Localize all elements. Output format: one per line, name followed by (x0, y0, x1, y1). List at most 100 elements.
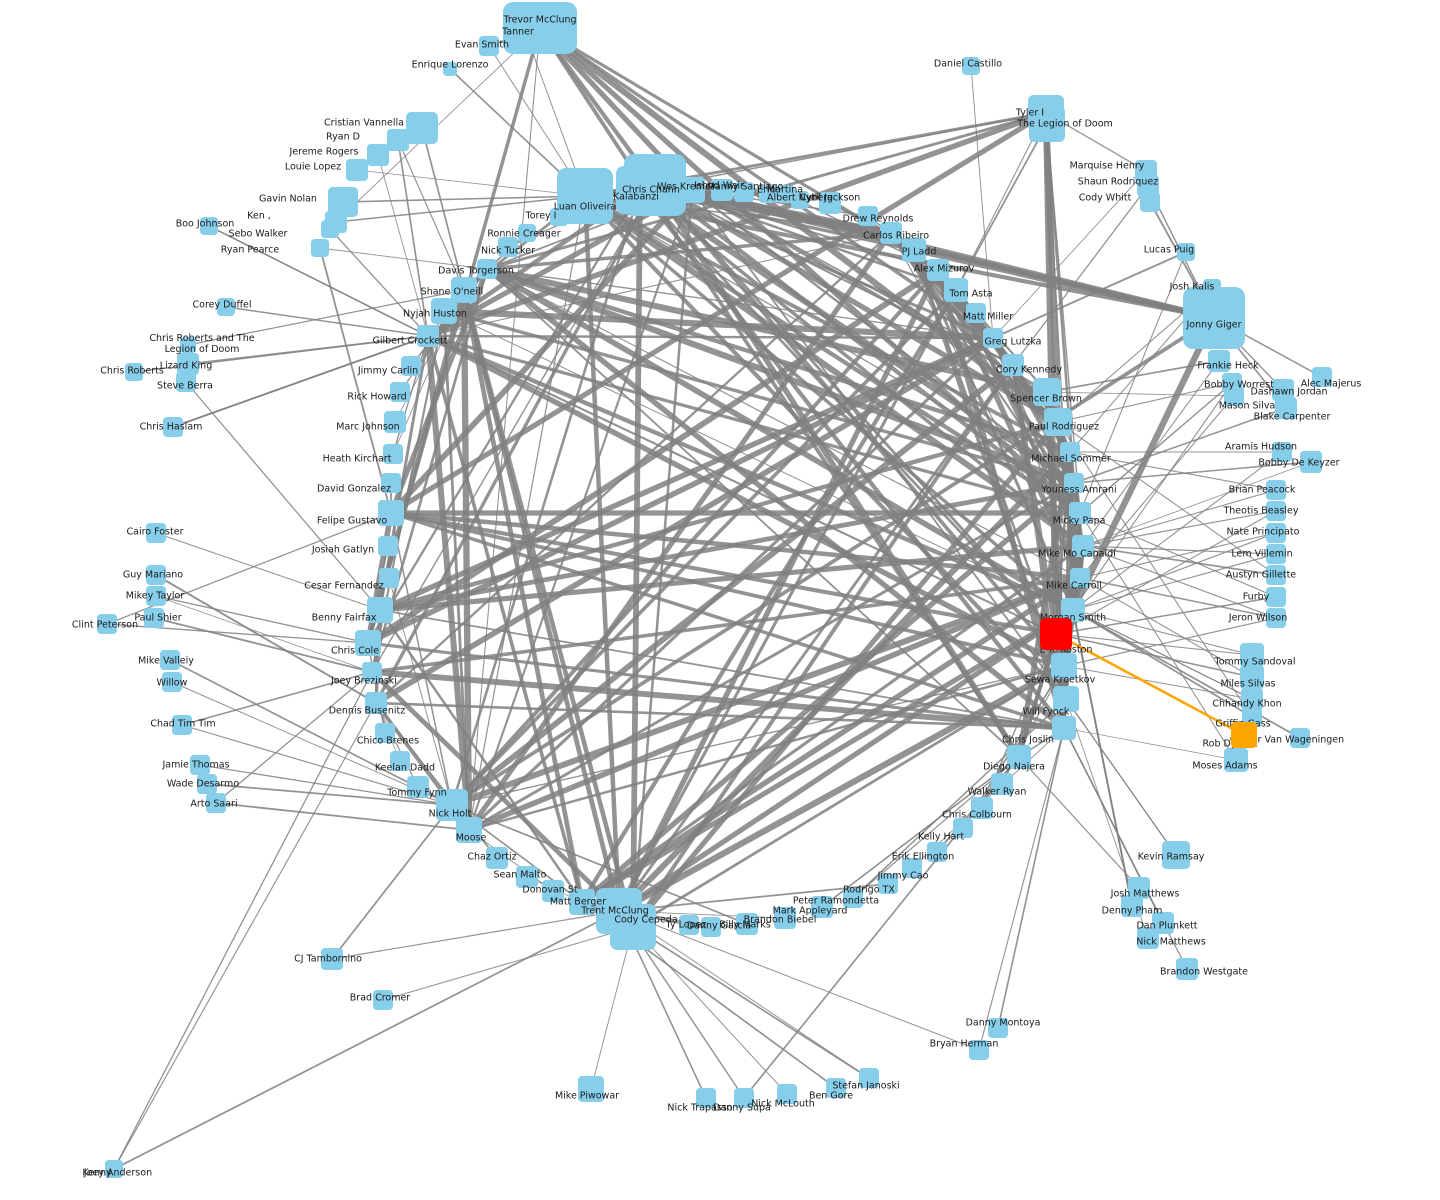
graph-node[interactable] (486, 847, 508, 869)
graph-node[interactable] (378, 500, 404, 526)
graph-node[interactable] (144, 608, 164, 628)
graph-node[interactable] (146, 523, 166, 543)
graph-node[interactable] (417, 325, 439, 347)
graph-node[interactable] (880, 222, 902, 244)
graph-node[interactable] (365, 692, 387, 714)
graph-node[interactable] (206, 793, 226, 813)
graph-node[interactable] (578, 1076, 604, 1102)
graph-node[interactable] (190, 755, 210, 775)
graph-node[interactable] (443, 62, 457, 76)
graph-node[interactable] (1177, 243, 1195, 261)
graph-node[interactable] (1033, 378, 1061, 406)
graph-node[interactable] (1266, 480, 1286, 500)
graph-node[interactable] (966, 303, 986, 323)
graph-node[interactable] (197, 774, 217, 794)
graph-node[interactable] (1060, 442, 1080, 462)
graph-node[interactable] (550, 208, 568, 226)
graph-node[interactable] (375, 723, 395, 743)
graph-node[interactable] (390, 382, 410, 402)
graph-node[interactable] (696, 1088, 716, 1108)
graph-node[interactable] (1241, 688, 1263, 710)
graph-node[interactable] (988, 1018, 1008, 1038)
graph-node[interactable] (774, 907, 796, 929)
graph-node[interactable] (373, 990, 393, 1010)
graph-node[interactable] (311, 239, 329, 257)
graph-node[interactable] (610, 904, 656, 950)
graph-node[interactable] (1266, 608, 1286, 628)
graph-node[interactable] (1272, 442, 1292, 462)
graph-node[interactable] (163, 417, 183, 437)
graph-node[interactable] (1300, 451, 1322, 473)
graph-node[interactable] (105, 1160, 123, 1178)
graph-node[interactable] (125, 363, 143, 381)
graph-node[interactable] (379, 568, 399, 588)
graph-node[interactable] (811, 896, 833, 918)
graph-node[interactable] (1070, 568, 1090, 588)
graph-node[interactable] (367, 597, 393, 623)
graph-node[interactable] (902, 858, 922, 878)
graph-node[interactable] (1183, 287, 1245, 349)
graph-node[interactable] (859, 1068, 879, 1088)
graph-node[interactable] (616, 166, 664, 214)
graph-node[interactable] (701, 917, 721, 937)
graph-node[interactable] (381, 473, 401, 493)
graph-node[interactable] (1007, 745, 1031, 769)
graph-node[interactable] (1040, 618, 1072, 650)
graph-node[interactable] (1052, 716, 1076, 740)
graph-node[interactable] (843, 888, 863, 908)
graph-node[interactable] (387, 129, 409, 151)
graph-node[interactable] (944, 278, 968, 302)
graph-node[interactable] (176, 372, 196, 392)
graph-node[interactable] (390, 751, 410, 771)
graph-node[interactable] (1312, 367, 1332, 387)
graph-node[interactable] (777, 185, 795, 203)
graph-node[interactable] (477, 259, 497, 279)
graph-node[interactable] (407, 776, 429, 798)
graph-node[interactable] (542, 880, 564, 902)
graph-node[interactable] (1240, 665, 1264, 689)
graph-node[interactable] (927, 259, 949, 281)
graph-node[interactable] (878, 874, 898, 894)
graph-node[interactable] (1128, 877, 1150, 899)
graph-node[interactable] (1064, 473, 1084, 493)
graph-node[interactable] (953, 818, 973, 838)
graph-node[interactable] (162, 672, 182, 692)
graph-node[interactable] (384, 411, 406, 433)
graph-node[interactable] (734, 1088, 754, 1108)
graph-node[interactable] (1231, 722, 1257, 748)
graph-node[interactable] (1224, 748, 1248, 772)
graph-node[interactable] (858, 206, 878, 226)
graph-node[interactable] (1029, 106, 1065, 142)
graph-node[interactable] (383, 444, 403, 464)
graph-node[interactable] (516, 866, 538, 888)
graph-node[interactable] (1072, 535, 1094, 557)
graph-node[interactable] (1266, 544, 1286, 564)
graph-node[interactable] (791, 191, 809, 209)
graph-node[interactable] (1121, 895, 1143, 917)
graph-node[interactable] (378, 536, 398, 556)
graph-node[interactable] (355, 630, 381, 656)
graph-node[interactable] (971, 797, 993, 819)
graph-node[interactable] (1053, 686, 1079, 712)
graph-node[interactable] (1137, 175, 1159, 197)
graph-node[interactable] (515, 27, 541, 53)
graph-node[interactable] (1224, 386, 1244, 406)
graph-node[interactable] (1069, 502, 1091, 524)
graph-node[interactable] (498, 237, 518, 257)
graph-node[interactable] (1266, 523, 1286, 543)
graph-node[interactable] (200, 217, 218, 235)
graph-node[interactable] (401, 356, 421, 376)
graph-node[interactable] (969, 1040, 989, 1060)
graph-node[interactable] (679, 177, 705, 203)
graph-node[interactable] (1140, 192, 1160, 212)
graph-node[interactable] (902, 238, 926, 262)
graph-node[interactable] (991, 773, 1013, 795)
graph-node[interactable] (1266, 565, 1286, 585)
graph-node[interactable] (826, 1078, 846, 1098)
graph-node[interactable] (983, 328, 1003, 348)
graph-node[interactable] (927, 842, 947, 862)
graph-node[interactable] (1208, 350, 1230, 372)
graph-node[interactable] (431, 298, 457, 324)
